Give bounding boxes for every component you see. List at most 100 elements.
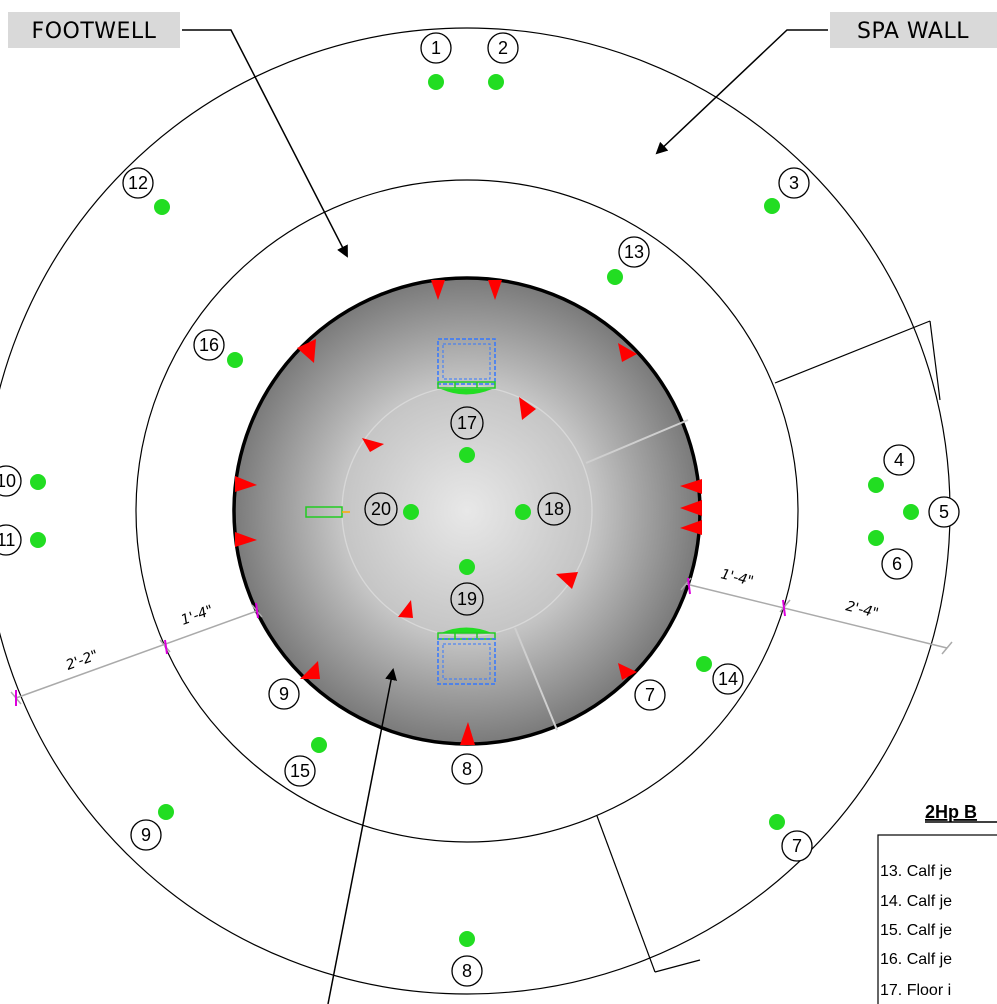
red-arrow-marker bbox=[618, 663, 637, 680]
jet-number-circle bbox=[781, 830, 813, 862]
jet-3-dot bbox=[764, 198, 780, 214]
dimension-label-left-inner: 1'-4" bbox=[179, 602, 216, 628]
jet-number-7a: 7 bbox=[645, 685, 655, 705]
jet-7-dot bbox=[769, 814, 785, 830]
jet-number-circle bbox=[450, 582, 484, 616]
legend-item-17: 17. Floor i bbox=[880, 982, 951, 999]
jet-number-14: 14 bbox=[718, 669, 738, 689]
red-arrow-marker bbox=[300, 661, 320, 679]
jet-number-circle bbox=[451, 753, 483, 785]
jet-number-8a: 8 bbox=[462, 759, 472, 779]
jet-number-circle bbox=[0, 524, 22, 556]
red-arrow-marker bbox=[460, 722, 475, 745]
jet-number-17: 17 bbox=[457, 413, 477, 433]
jet-number-18: 18 bbox=[544, 499, 564, 519]
legend-item-15: 15. Calf je bbox=[880, 922, 952, 939]
jet-number-circle bbox=[450, 406, 484, 440]
jet-number-2: 2 bbox=[498, 38, 508, 58]
jet-9-dot bbox=[158, 804, 174, 820]
jet-number-circle bbox=[364, 492, 398, 526]
jet-number-circle bbox=[268, 678, 300, 710]
seat-divider-upper-right-edge bbox=[929, 320, 941, 401]
red-arrow-marker bbox=[297, 339, 316, 363]
floor-fitting-left bbox=[305, 506, 350, 518]
jet-4-dot bbox=[868, 477, 884, 493]
red-arrow-marker bbox=[235, 476, 257, 492]
jet-number-circle bbox=[487, 32, 519, 64]
jet-number-circle bbox=[883, 444, 915, 476]
footwell-callout-box bbox=[8, 12, 180, 48]
jet-10-dot bbox=[30, 474, 46, 490]
jet-number-circle bbox=[284, 755, 316, 787]
drain-bottom bbox=[437, 627, 496, 685]
jet-12-dot bbox=[154, 199, 170, 215]
jet-number-circle bbox=[0, 465, 22, 497]
jet-number-12: 12 bbox=[128, 173, 148, 193]
spa-wall-callout-label: SPA WALL bbox=[857, 19, 969, 44]
jet-number-circle bbox=[712, 663, 744, 695]
jet-number-4: 4 bbox=[894, 450, 904, 470]
dimension-label-right-inner: 1'-4" bbox=[719, 566, 755, 590]
spa-wall-leader-arrow bbox=[655, 29, 828, 155]
spa-wall-callout-box bbox=[830, 12, 997, 48]
jet-number-20: 20 bbox=[371, 499, 391, 519]
red-arrow-marker bbox=[680, 479, 702, 494]
jet-6-dot bbox=[868, 530, 884, 546]
floor-leader-arrow bbox=[327, 668, 397, 1004]
jet-number-circle bbox=[451, 955, 483, 987]
jet-16-dot bbox=[227, 352, 243, 368]
jet-11-dot bbox=[30, 532, 46, 548]
red-arrow-marker bbox=[680, 520, 702, 535]
jet-8-dot bbox=[459, 931, 475, 947]
footwell-leader-arrow bbox=[182, 29, 348, 258]
dimension-right bbox=[680, 577, 953, 655]
jet-15-dot bbox=[311, 737, 327, 753]
red-arrow-marker bbox=[618, 343, 637, 362]
jet-number-7b: 7 bbox=[792, 836, 802, 856]
jet-number-3: 3 bbox=[789, 173, 799, 193]
jet-number-circle bbox=[130, 819, 162, 851]
red-arrow-marker bbox=[235, 532, 257, 547]
floor-guide-line-bottom bbox=[514, 627, 558, 731]
legend-title: 2Hp B bbox=[925, 802, 977, 822]
legend-item-14: 14. Calf je bbox=[880, 893, 952, 910]
jet-number-10: 10 bbox=[0, 471, 16, 491]
legend-box bbox=[877, 834, 997, 1004]
jet-number-16: 16 bbox=[199, 335, 219, 355]
jets bbox=[30, 74, 919, 947]
jet-5-dot bbox=[903, 504, 919, 520]
jet-13-dot bbox=[607, 269, 623, 285]
jet-14-dot bbox=[696, 656, 712, 672]
red-arrow-marker bbox=[431, 280, 445, 300]
jet-number-circle bbox=[618, 236, 650, 268]
jet-number-1: 1 bbox=[431, 38, 441, 58]
dimension-label-right-outer: 2'-4" bbox=[844, 598, 880, 622]
seat-divider-lower-edge bbox=[654, 959, 701, 973]
jet-number-circle bbox=[122, 167, 154, 199]
jet-number-circle bbox=[420, 32, 452, 64]
red-arrow-markers bbox=[235, 280, 702, 745]
red-arrow-marker bbox=[556, 572, 578, 589]
jet-number-circle bbox=[881, 548, 913, 580]
jet-number-6: 6 bbox=[892, 554, 902, 574]
footwell-circle bbox=[135, 179, 799, 843]
jet-number-9b: 9 bbox=[141, 825, 151, 845]
jet-20-dot bbox=[403, 504, 419, 520]
jet-19-dot bbox=[459, 559, 475, 575]
jet-2-dot bbox=[488, 74, 504, 90]
jet-number-9a: 9 bbox=[279, 684, 289, 704]
red-arrow-marker bbox=[398, 600, 413, 618]
jet-number-5: 5 bbox=[939, 502, 949, 522]
footwell-callout-label: FOOTWELL bbox=[32, 19, 157, 44]
jet-number-circle bbox=[537, 492, 571, 526]
jet-number-circle bbox=[634, 679, 666, 711]
jet-18-dot bbox=[515, 504, 531, 520]
jet-1-dot bbox=[428, 74, 444, 90]
jet-number-8b: 8 bbox=[462, 961, 472, 981]
dimension-left bbox=[10, 602, 263, 706]
red-arrow-marker bbox=[362, 438, 384, 452]
legend-item-13: 13. Calf je bbox=[880, 863, 952, 880]
jet-17-dot bbox=[459, 447, 475, 463]
red-arrow-marker bbox=[519, 397, 536, 420]
